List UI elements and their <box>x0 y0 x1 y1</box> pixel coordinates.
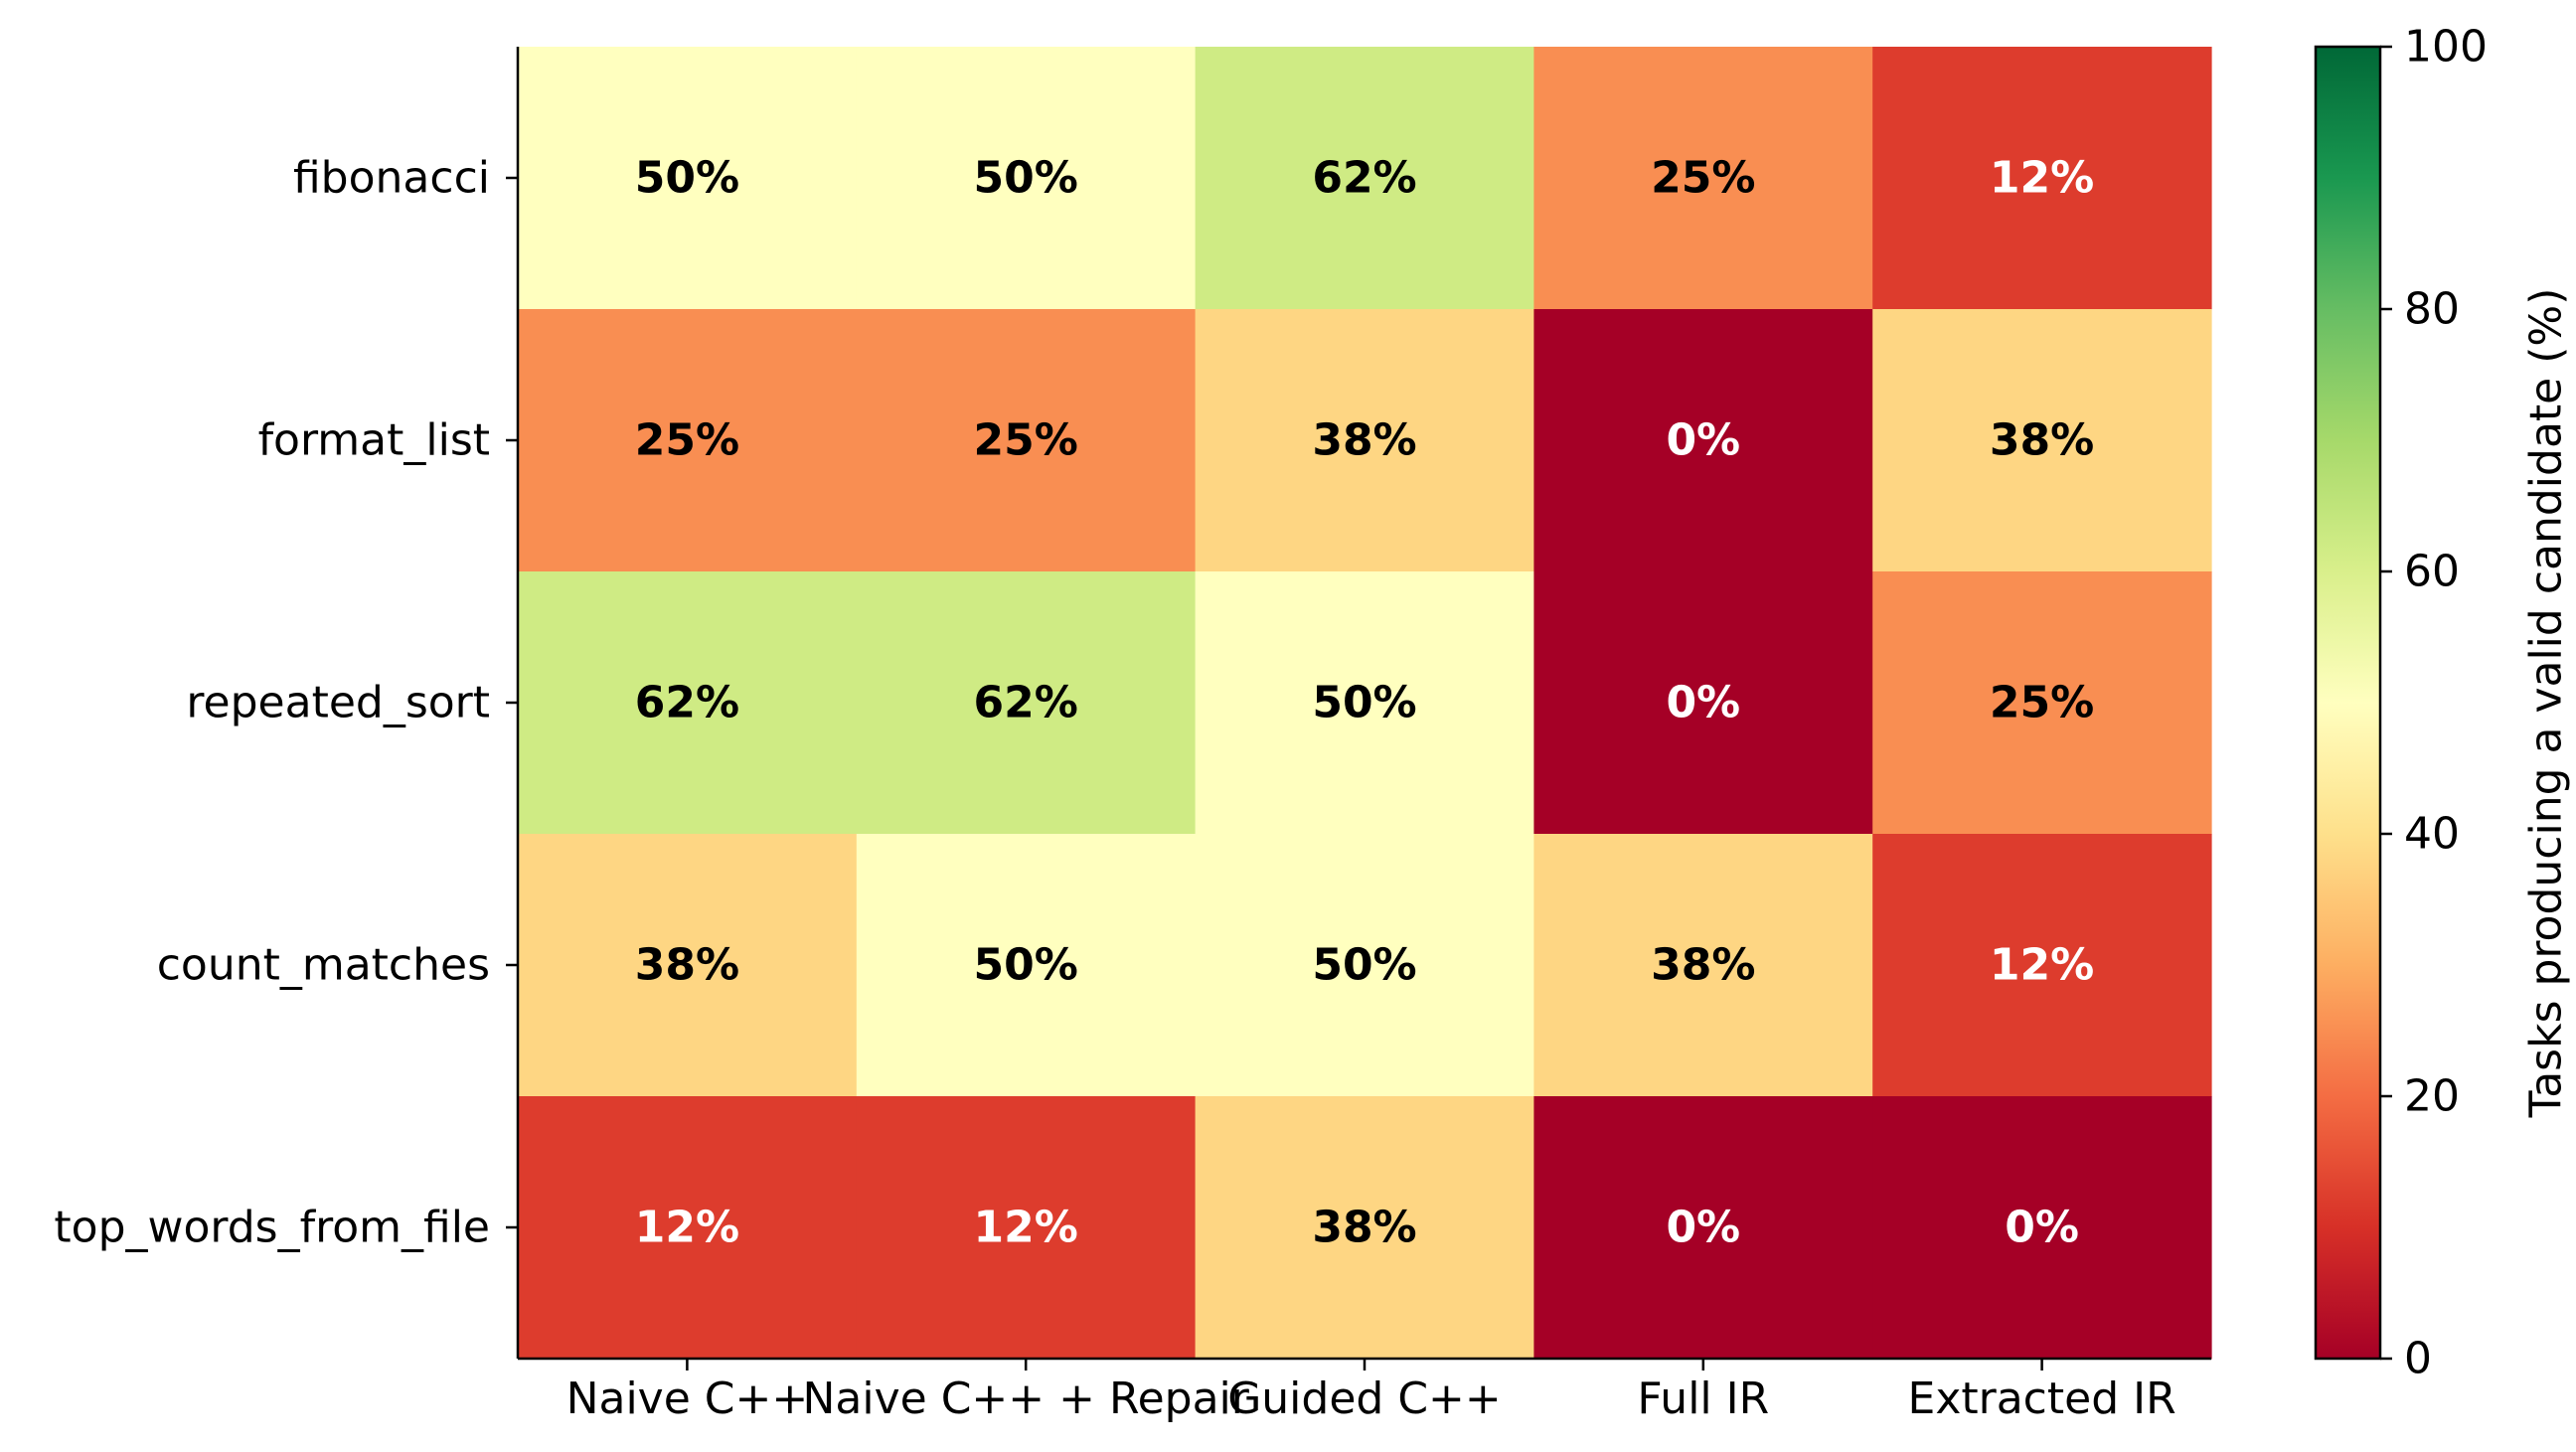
cell-value-label: 0% <box>1666 1203 1740 1253</box>
cell-value-label: 62% <box>635 678 739 728</box>
heatmap-cell-labels: 50% 50% 62% 25% 12% 25% 25% 38% 0% 38% 62% 62% 50% 0%… <box>635 153 2095 1253</box>
cell-value-label: 0% <box>1666 415 1740 466</box>
cell-value-label: 12% <box>974 1203 1078 1253</box>
colorbar-tick-label: 60 <box>2404 547 2460 597</box>
colorbar: 0 20 40 60 80 100 Tasks producing a valid cand… <box>2314 22 2572 1384</box>
heatmap-cell <box>856 47 1197 310</box>
cell-value-label: 50% <box>635 153 739 204</box>
heatmap-cell <box>518 47 858 310</box>
cell-value-label: 12% <box>1990 153 2094 204</box>
cell-value-label: 50% <box>1312 940 1416 991</box>
heatmap-cell <box>1872 834 2212 1097</box>
column-label: Extracted IR <box>1908 1373 2176 1424</box>
heatmap-cell <box>856 309 1197 572</box>
cell-value-label: 50% <box>1312 678 1416 728</box>
column-label: Full IR <box>1637 1373 1769 1424</box>
cell-value-label: 25% <box>1990 678 2094 728</box>
heatmap-cell <box>1195 834 1534 1097</box>
heatmap-cell <box>856 1096 1197 1360</box>
cell-value-label: 62% <box>1312 153 1416 204</box>
heatmap-cell <box>1195 571 1534 835</box>
row-label: count_matches <box>157 940 490 991</box>
heatmap-cell <box>1872 1096 2212 1360</box>
colorbar-tick-label: 100 <box>2404 22 2488 73</box>
cell-value-label: 38% <box>635 940 739 991</box>
heatmap-cell <box>518 309 858 572</box>
row-label: fibonacci <box>293 153 490 204</box>
cell-value-label: 12% <box>635 1203 739 1253</box>
cell-value-label: 25% <box>635 415 739 466</box>
heatmap-cell <box>1533 571 1873 835</box>
cell-value-label: 38% <box>1651 940 1755 991</box>
cell-value-label: 12% <box>1990 940 2094 991</box>
heatmap-axes <box>506 47 2211 1371</box>
colorbar-tick-label: 80 <box>2404 284 2460 335</box>
colorbar-label: Tasks producing a valid candidate (%) <box>2521 288 2572 1119</box>
heatmap-cell <box>1872 309 2212 572</box>
column-label: Naive C++ + Repair <box>803 1373 1250 1424</box>
heatmap-cell <box>856 571 1197 835</box>
heatmap-cell <box>1872 47 2212 310</box>
colorbar-tick-label: 20 <box>2404 1071 2460 1122</box>
heatmap-cell <box>518 571 858 835</box>
heatmap-cell <box>1872 571 2212 835</box>
row-tick-labels: fibonacci format_list repeated_sort count_m… <box>54 153 490 1253</box>
row-label: repeated_sort <box>186 678 490 728</box>
heatmap-cells <box>518 47 2212 1360</box>
cell-value-label: 62% <box>974 678 1078 728</box>
heatmap-cell <box>1195 309 1534 572</box>
heatmap-cell <box>1533 834 1873 1097</box>
cell-value-label: 0% <box>1666 678 1740 728</box>
heatmap-cell <box>518 834 858 1097</box>
cell-value-label: 25% <box>974 415 1078 466</box>
heatmap-cell <box>518 1096 858 1360</box>
column-label: Naive C++ <box>566 1373 809 1424</box>
heatmap-cell <box>856 834 1197 1097</box>
cell-value-label: 50% <box>974 153 1078 204</box>
heatmap-cell <box>1533 309 1873 572</box>
heatmap-cell <box>1195 47 1534 310</box>
heatmap-cell <box>1533 1096 1873 1360</box>
colorbar-tick-label: 0 <box>2404 1334 2432 1384</box>
heatmap-cell <box>1195 1096 1534 1360</box>
colorbar-gradient <box>2314 45 2382 1361</box>
cell-value-label: 50% <box>974 940 1078 991</box>
cell-value-label: 38% <box>1990 415 2094 466</box>
row-label: format_list <box>258 415 490 466</box>
cell-value-label: 38% <box>1312 415 1416 466</box>
row-label: top_words_from_file <box>54 1203 490 1253</box>
cell-value-label: 38% <box>1312 1203 1416 1253</box>
colorbar-tick-label: 40 <box>2404 809 2460 860</box>
cell-value-label: 25% <box>1651 153 1755 204</box>
column-label: Guided C++ <box>1227 1373 1502 1424</box>
cell-value-label: 0% <box>2005 1203 2079 1253</box>
heatmap-cell <box>1533 47 1873 310</box>
